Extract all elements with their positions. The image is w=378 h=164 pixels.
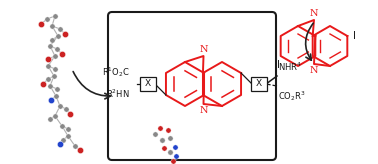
Text: NHR$^4$: NHR$^4$ — [278, 61, 302, 73]
Text: N: N — [310, 9, 318, 18]
Text: N: N — [199, 106, 208, 115]
Text: CO$_2$R$^3$: CO$_2$R$^3$ — [278, 89, 306, 103]
Text: R$^1$O$_2$C: R$^1$O$_2$C — [102, 65, 130, 79]
Text: N: N — [199, 45, 208, 54]
Text: R$^2$HN: R$^2$HN — [106, 88, 130, 100]
FancyBboxPatch shape — [251, 77, 267, 91]
Text: I: I — [277, 60, 280, 70]
Text: N: N — [310, 66, 318, 75]
Text: X: X — [145, 80, 151, 89]
FancyBboxPatch shape — [108, 12, 276, 160]
Text: X: X — [256, 80, 262, 89]
FancyBboxPatch shape — [140, 77, 156, 91]
Text: I: I — [353, 31, 356, 41]
